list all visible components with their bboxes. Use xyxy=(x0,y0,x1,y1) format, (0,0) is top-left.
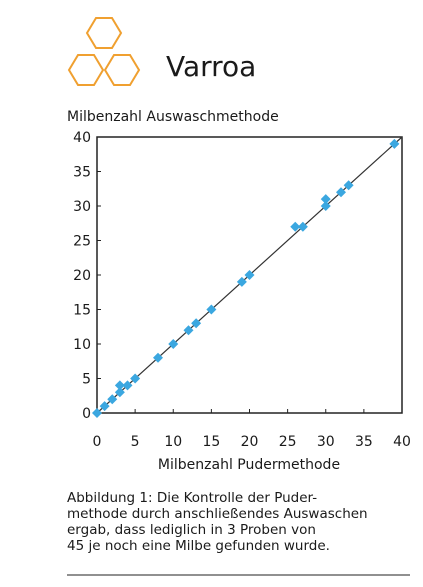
x-tick-label: 25 xyxy=(279,434,297,450)
point xyxy=(130,373,141,384)
point xyxy=(168,339,179,349)
y-tick-label: 20 xyxy=(73,268,91,284)
x-tick-label: 10 xyxy=(164,434,182,450)
logo xyxy=(67,17,141,86)
point xyxy=(92,408,102,418)
point xyxy=(153,352,163,363)
point xyxy=(183,325,194,336)
caption-line: Abbildung 1: Die Kontrolle der Puder- xyxy=(67,490,317,506)
point xyxy=(107,394,118,405)
x-tick-label: 0 xyxy=(93,434,102,450)
y-tick-label: 10 xyxy=(73,337,91,353)
chart-title: Milbenzahl Auswaschmethode xyxy=(67,109,279,125)
y-tick-label: 35 xyxy=(73,165,91,181)
point xyxy=(343,180,354,191)
point xyxy=(320,194,331,205)
point xyxy=(236,276,247,287)
x-tick-label: 30 xyxy=(317,434,335,450)
point xyxy=(297,221,308,232)
point xyxy=(114,387,125,398)
x-axis-label: Milbenzahl Pudermethode xyxy=(158,457,340,473)
point xyxy=(99,401,110,412)
x-tick-label: 20 xyxy=(241,434,259,450)
point xyxy=(336,187,346,198)
y-tick-label: 30 xyxy=(73,199,91,215)
page-title: Varroa xyxy=(166,50,256,83)
x-tick-label: 40 xyxy=(393,434,411,450)
caption-line: 45 je noch eine Milbe gefunden wurde. xyxy=(67,538,330,554)
x-tick-label: 35 xyxy=(355,434,373,450)
point xyxy=(191,318,202,329)
y-tick-label: 0 xyxy=(82,406,91,422)
y-tick-label: 15 xyxy=(73,303,91,319)
x-tick-label: 5 xyxy=(131,434,140,450)
point xyxy=(320,201,331,211)
caption-line: ergab, dass lediglich in 3 Proben von xyxy=(67,522,316,538)
y-tick-label: 40 xyxy=(73,130,91,146)
point xyxy=(122,380,133,391)
point xyxy=(244,270,255,280)
y-tick-label: 25 xyxy=(73,234,91,250)
point xyxy=(206,304,217,315)
y-tick-label: 5 xyxy=(82,372,91,388)
point xyxy=(290,221,301,232)
point xyxy=(389,138,400,149)
x-tick-label: 15 xyxy=(202,434,220,450)
point xyxy=(114,380,125,391)
caption-line: methode durch anschließendes Auswaschen xyxy=(67,506,368,522)
